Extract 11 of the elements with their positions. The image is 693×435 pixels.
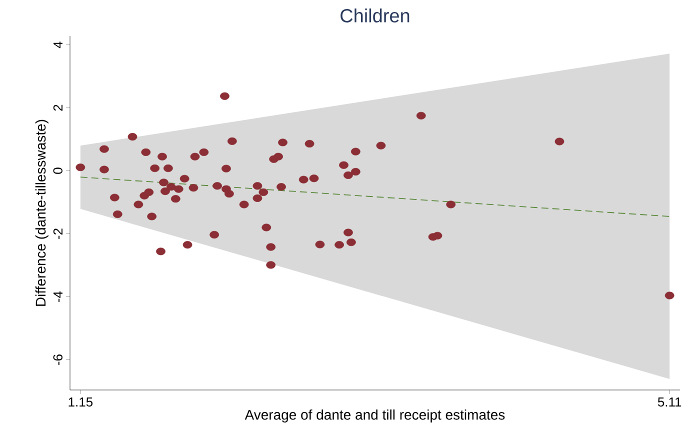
y-tick-label: 2 [53, 104, 62, 111]
y-tick-label: -6 [53, 354, 62, 365]
y-tick-label: 0 [53, 168, 62, 174]
x-tick-label: 1.15 [68, 398, 93, 407]
y-axis-title: Difference (dante-tillesswaste) [35, 120, 48, 306]
y-tick-label: 4 [54, 42, 62, 48]
x-tick-label: 5.11 [658, 398, 682, 407]
y-tick-label: -4 [54, 291, 62, 302]
y-tick-label: -2 [53, 228, 62, 239]
chart-title: Children [340, 8, 410, 22]
x-axis-title: Average of dante and till receipt estimates [244, 409, 505, 422]
